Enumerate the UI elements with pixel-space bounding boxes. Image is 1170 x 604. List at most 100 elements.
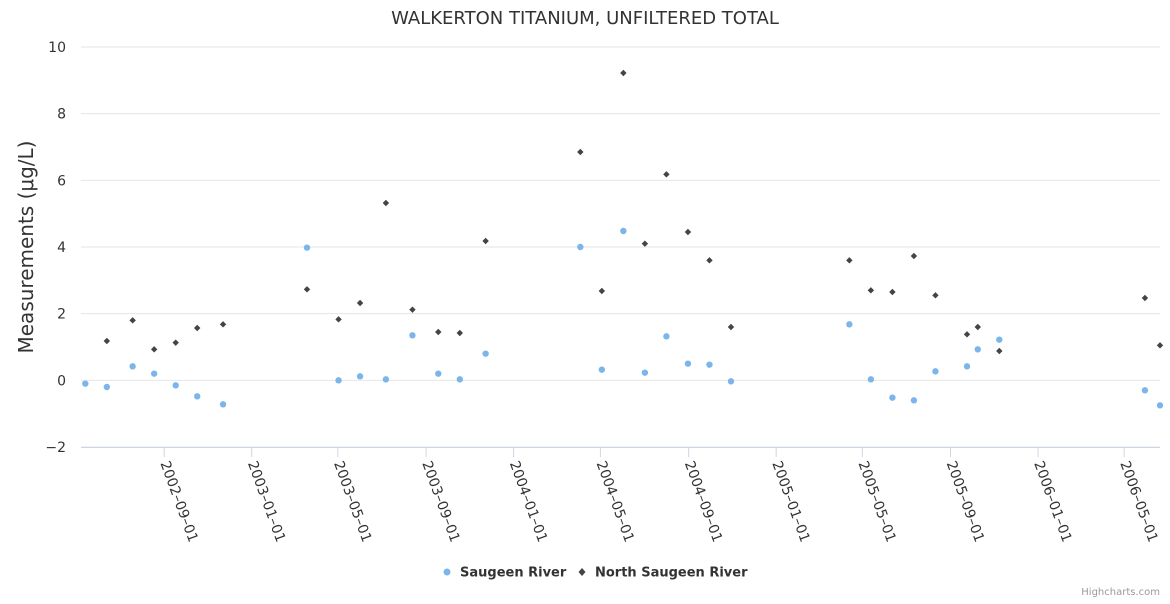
legend-label-saugeen-river: Saugeen River (460, 566, 567, 581)
point-saugeen-river-32[interactable] (1156, 402, 1164, 409)
y-tick-label-0: 0 (57, 373, 66, 389)
point-north-saugeen-river-19[interactable] (684, 228, 692, 236)
legend-item-saugeen-river[interactable]: Saugeen River (443, 566, 567, 581)
point-saugeen-river-7[interactable] (303, 244, 311, 251)
point-north-saugeen-river-13[interactable] (482, 237, 489, 245)
legend-marker-saugeen-river (443, 568, 451, 576)
y-tick-label-6: 6 (57, 173, 66, 189)
point-saugeen-river-29[interactable] (974, 346, 981, 353)
point-saugeen-river-28[interactable] (963, 363, 971, 370)
point-saugeen-river-24[interactable] (867, 376, 875, 383)
y-tick-label-2: −2 (45, 440, 66, 456)
legend-marker-north-saugeen-river (578, 568, 586, 576)
point-saugeen-river-1[interactable] (103, 383, 111, 391)
point-north-saugeen-river-22[interactable] (846, 257, 853, 264)
point-north-saugeen-river-11[interactable] (435, 328, 442, 336)
y-tick-label-10: 10 (48, 40, 66, 56)
point-saugeen-river-26[interactable] (910, 397, 918, 404)
x-tick-label-2002-09-01: 2002–09–01 (156, 459, 200, 545)
point-north-saugeen-river-30[interactable] (1141, 294, 1149, 302)
point-north-saugeen-river-10[interactable] (409, 306, 416, 313)
point-north-saugeen-river-17[interactable] (641, 240, 649, 247)
point-north-saugeen-river-12[interactable] (456, 329, 463, 337)
x-tick-label-2003-05-01: 2003–05–01 (330, 459, 374, 545)
point-saugeen-river-27[interactable] (932, 368, 939, 375)
point-north-saugeen-river-25[interactable] (910, 252, 918, 260)
point-saugeen-river-25[interactable] (889, 394, 896, 401)
point-saugeen-river-5[interactable] (194, 393, 201, 400)
point-north-saugeen-river-3[interactable] (172, 339, 179, 346)
point-saugeen-river-19[interactable] (663, 333, 670, 340)
point-saugeen-river-31[interactable] (1141, 387, 1149, 394)
point-north-saugeen-river-9[interactable] (382, 199, 390, 207)
y-tick-label-4: 4 (57, 240, 66, 256)
point-saugeen-river-6[interactable] (219, 401, 227, 408)
point-north-saugeen-river-8[interactable] (356, 299, 364, 307)
chart-title: WALKERTON TITANIUM, UNFILTERED TOTAL (391, 8, 779, 29)
point-north-saugeen-river-2[interactable] (150, 346, 158, 353)
point-saugeen-river-4[interactable] (172, 382, 179, 389)
point-saugeen-river-17[interactable] (620, 227, 627, 235)
point-saugeen-river-22[interactable] (727, 378, 735, 385)
point-saugeen-river-15[interactable] (577, 243, 584, 251)
point-north-saugeen-river-16[interactable] (620, 69, 627, 77)
point-saugeen-river-21[interactable] (706, 361, 713, 368)
point-north-saugeen-river-21[interactable] (727, 323, 735, 331)
point-saugeen-river-10[interactable] (382, 376, 390, 383)
y-tick-label-8: 8 (57, 107, 66, 123)
x-axis-ticks: 2002–09–01 2003–01–01 2003–05–01 2003–09–01… (156, 447, 1161, 545)
y-axis-ticks: −2 0 2 4 6 8 10 (45, 40, 66, 456)
series-saugeen-river (82, 227, 1164, 409)
point-saugeen-river-20[interactable] (684, 360, 692, 367)
point-north-saugeen-river-27[interactable] (963, 331, 971, 338)
point-north-saugeen-river-29[interactable] (996, 347, 1003, 355)
point-north-saugeen-river-5[interactable] (219, 321, 227, 328)
point-north-saugeen-river-15[interactable] (598, 287, 606, 295)
x-tick-label-2005-09-01: 2005–09–01 (943, 459, 987, 545)
point-saugeen-river-14[interactable] (482, 350, 489, 357)
x-tick-label-2005-01-01: 2005–01–01 (768, 459, 812, 545)
point-saugeen-river-8[interactable] (335, 377, 342, 384)
point-north-saugeen-river-23[interactable] (867, 287, 875, 294)
point-north-saugeen-river-20[interactable] (706, 257, 713, 264)
point-north-saugeen-river-26[interactable] (932, 292, 939, 299)
point-saugeen-river-30[interactable] (996, 336, 1003, 343)
x-tick-label-2003-01-01: 2003–01–01 (244, 459, 288, 545)
point-saugeen-river-18[interactable] (641, 369, 649, 376)
point-saugeen-river-16[interactable] (598, 366, 606, 373)
point-north-saugeen-river-7[interactable] (335, 316, 342, 323)
plot-area-points (82, 69, 1164, 409)
series-north-saugeen-river (103, 69, 1164, 355)
x-tick-label-2004-05-01: 2004–05–01 (593, 459, 637, 545)
x-tick-label-2004-09-01: 2004–09–01 (681, 459, 725, 545)
point-north-saugeen-river-28[interactable] (974, 323, 981, 331)
point-north-saugeen-river-4[interactable] (194, 324, 201, 332)
point-north-saugeen-river-14[interactable] (577, 148, 584, 156)
point-saugeen-river-3[interactable] (150, 370, 158, 377)
point-north-saugeen-river-18[interactable] (663, 171, 670, 178)
y-axis-label: Measurements (μg/L) (14, 141, 38, 354)
y-tick-label-2: 2 (57, 307, 66, 323)
point-north-saugeen-river-6[interactable] (303, 286, 311, 293)
point-saugeen-river-0[interactable] (82, 380, 89, 387)
point-north-saugeen-river-1[interactable] (129, 317, 136, 324)
credits-link[interactable]: Highcharts.com (1081, 587, 1160, 598)
x-tick-label-2004-01-01: 2004–01–01 (506, 459, 550, 545)
legend: Saugeen River North Saugeen River (443, 566, 749, 581)
point-saugeen-river-23[interactable] (846, 321, 853, 328)
point-saugeen-river-2[interactable] (129, 363, 136, 370)
point-saugeen-river-9[interactable] (356, 373, 364, 380)
point-saugeen-river-11[interactable] (409, 332, 416, 339)
legend-label-north-saugeen-river: North Saugeen River (595, 566, 748, 581)
point-north-saugeen-river-0[interactable] (103, 337, 111, 345)
x-tick-label-2006-05-01: 2006–05–01 (1116, 459, 1160, 545)
legend-item-north-saugeen-river[interactable]: North Saugeen River (578, 566, 749, 581)
y-gridlines (81, 46, 1160, 448)
point-north-saugeen-river-24[interactable] (889, 288, 896, 296)
point-north-saugeen-river-31[interactable] (1156, 342, 1164, 349)
point-saugeen-river-12[interactable] (435, 370, 442, 377)
x-tick-label-2006-01-01: 2006–01–01 (1030, 459, 1074, 545)
point-saugeen-river-13[interactable] (456, 376, 463, 383)
